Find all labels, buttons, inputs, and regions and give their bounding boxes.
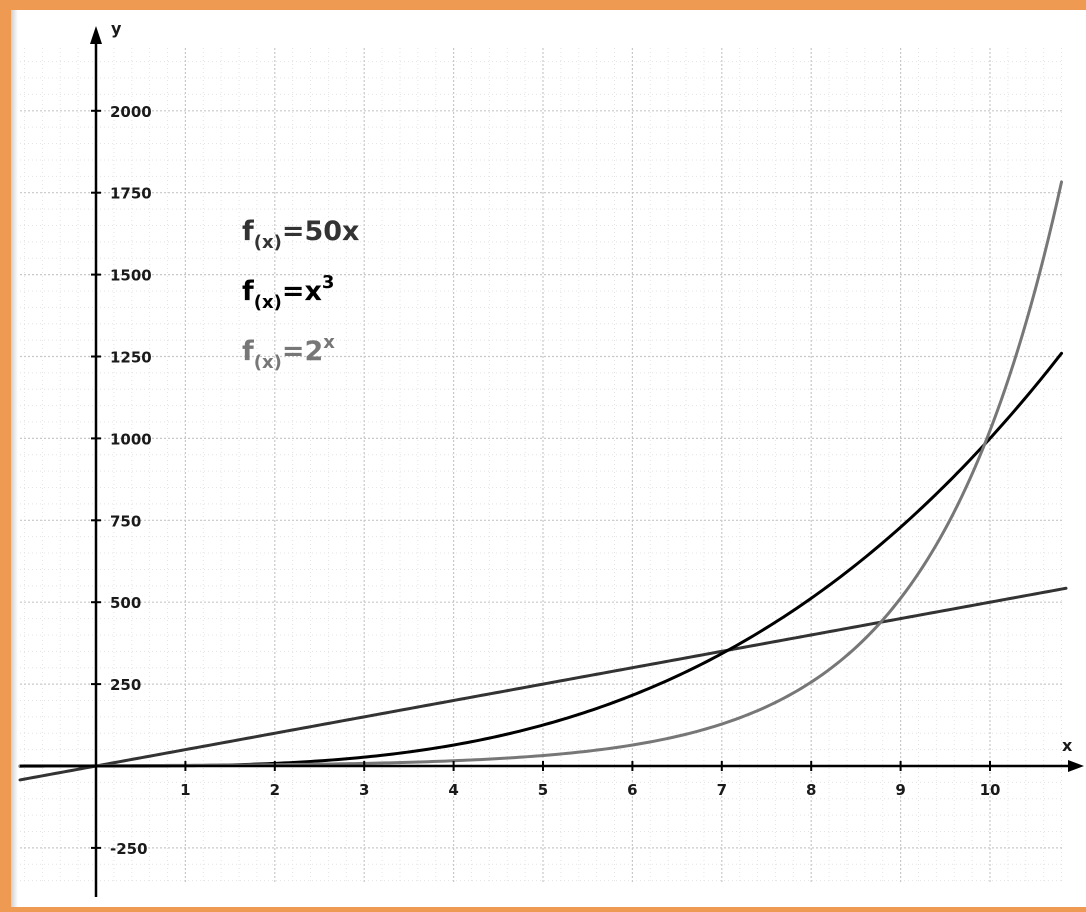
x-tick-label: 6 — [627, 781, 637, 799]
legend-superscript: x — [323, 332, 335, 353]
series-line-x-cubed — [18, 351, 1064, 768]
y-tick-label: 2000 — [110, 103, 152, 121]
y-tick-label: 1250 — [110, 349, 152, 367]
legend-entry-50x: f(x)=50x — [242, 216, 359, 253]
x-tick-label: 3 — [359, 781, 369, 799]
x-tick-label: 5 — [538, 781, 548, 799]
legend-subscript: (x) — [254, 352, 282, 373]
legend-subscript: (x) — [254, 232, 282, 253]
y-tick-label: 1000 — [110, 430, 152, 448]
y-axis-arrow-icon — [90, 26, 102, 44]
legend-f: f — [242, 276, 254, 307]
legend-rest: =2 — [282, 336, 323, 367]
legend-entry-x-cubed: f(x)=x3 — [242, 272, 334, 313]
x-tick-label: 2 — [270, 781, 280, 799]
x-tick-label: 10 — [980, 781, 1001, 799]
legend-f: f — [242, 336, 254, 367]
frame-shadow — [11, 10, 18, 907]
x-tick-label: 8 — [806, 781, 816, 799]
series-line-2-pow-x — [18, 180, 1064, 768]
x-axis-arrow-icon — [1068, 760, 1084, 772]
legend-entry-2-pow-x: f(x)=2x — [242, 332, 335, 373]
legend-f: f — [242, 216, 254, 247]
y-tick-label: -250 — [110, 840, 148, 858]
x-axis-label: x — [1062, 736, 1073, 755]
legend-superscript: 3 — [322, 272, 335, 293]
x-tick-label: 1 — [180, 781, 190, 799]
x-tick-label: 9 — [895, 781, 905, 799]
legend-rest: =50x — [282, 216, 360, 247]
axes: x y — [20, 19, 1084, 897]
series-line-50x — [18, 586, 1068, 782]
grid-major — [20, 48, 1062, 884]
tick-layer: 1 2 3 4 5 6 7 8 9 10 -250 250 500 750 1000 1250 1500 1750… — [91, 103, 1000, 858]
grid-minor — [20, 48, 1063, 884]
y-axis-label: y — [111, 19, 122, 38]
y-tick-label: 750 — [110, 512, 141, 530]
y-tick-label: 500 — [110, 594, 141, 612]
y-tick-label: 1750 — [110, 185, 152, 203]
y-tick-label: 1500 — [110, 267, 152, 285]
y-tick-label: 250 — [110, 676, 141, 694]
x-tick-label: 4 — [448, 781, 458, 799]
legend-rest: =x — [282, 276, 322, 307]
legend-subscript: (x) — [254, 292, 282, 313]
x-tick-label: 7 — [717, 781, 727, 799]
